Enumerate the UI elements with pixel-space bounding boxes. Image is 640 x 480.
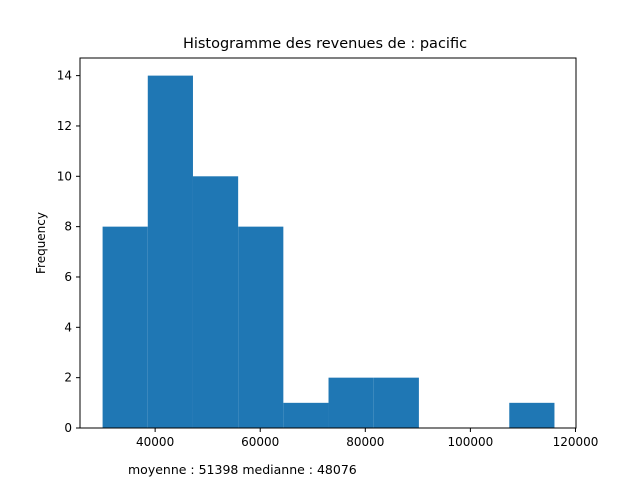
x-tick-label-2: 80000 bbox=[346, 435, 384, 449]
x-tick-label-4: 120000 bbox=[553, 435, 599, 449]
y-axis-label: Frequency bbox=[34, 212, 48, 274]
axes-frame bbox=[79, 57, 577, 429]
y-tick-label-3: 6 bbox=[64, 270, 72, 284]
histogram-bar-5 bbox=[328, 377, 374, 428]
histogram-bar-3 bbox=[238, 226, 284, 428]
y-tick-label-4: 8 bbox=[64, 220, 72, 234]
y-axis-ticks: 0 2 4 6 8 10 12 14 bbox=[57, 69, 80, 435]
y-tick-label-2: 4 bbox=[64, 320, 72, 334]
histogram-bars bbox=[102, 75, 555, 428]
histogram-bar-2 bbox=[192, 176, 239, 428]
y-tick-label-0: 0 bbox=[64, 421, 72, 435]
histogram-bar-4 bbox=[283, 402, 329, 428]
x-axis-ticks: 40000 60000 80000 100000 120000 bbox=[136, 428, 598, 449]
y-tick-label-7: 14 bbox=[57, 69, 72, 83]
y-tick-label-1: 2 bbox=[64, 371, 72, 385]
histogram-bar-1 bbox=[147, 75, 193, 428]
x-tick-label-0: 40000 bbox=[136, 435, 174, 449]
x-tick-label-3: 100000 bbox=[447, 435, 493, 449]
x-tick-label-1: 60000 bbox=[241, 435, 279, 449]
y-tick-label-5: 10 bbox=[57, 169, 72, 183]
histogram-bar-9 bbox=[509, 402, 555, 428]
stats-footnote: moyenne : 51398 medianne : 48076 bbox=[128, 462, 357, 477]
chart-title: Histogramme des revenues de : pacific bbox=[183, 36, 467, 52]
y-tick-label-6: 12 bbox=[57, 119, 72, 133]
histogram-bar-6 bbox=[373, 377, 419, 428]
histogram-bar-0 bbox=[102, 226, 148, 428]
